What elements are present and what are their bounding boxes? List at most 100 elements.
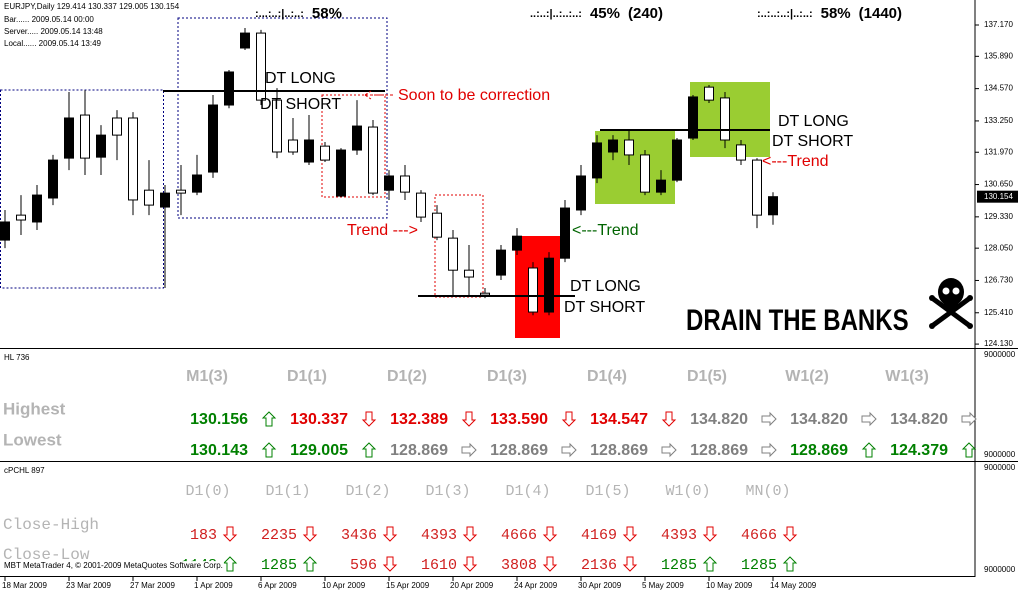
column-header: D1(0)	[185, 483, 230, 500]
gauge: :...:..:|..:..: 58%	[255, 5, 342, 22]
arrow-icon	[561, 411, 577, 427]
x-tick-label: 6 Apr 2009	[258, 581, 297, 590]
candle-body	[416, 192, 426, 218]
cell-value: 2235	[261, 527, 297, 544]
cell-value: 132.389	[390, 411, 448, 428]
footer: MBT MetaTrader 4, © 2001-2009 MetaQuotes…	[4, 561, 223, 570]
arrow-icon	[361, 411, 377, 427]
panel-scale: 9000000	[984, 350, 1016, 359]
candle-body	[432, 212, 442, 238]
x-tick-label: 30 Apr 2009	[578, 581, 622, 590]
candle-body	[304, 139, 314, 163]
candle-body	[528, 267, 538, 313]
arrow-icon	[462, 526, 478, 542]
dashed-box	[177, 17, 388, 219]
candle-body	[192, 174, 202, 193]
arrow-icon	[661, 442, 677, 458]
cell-value: 1610	[421, 557, 457, 574]
arrow-icon	[302, 526, 318, 542]
symbol-text: EURJPY,Daily	[4, 2, 55, 11]
column-header: W1(0)	[665, 483, 710, 500]
candle-body	[656, 179, 666, 193]
arrow-icon	[782, 526, 798, 542]
arrow-icon	[542, 526, 558, 542]
arrow-icon	[622, 556, 638, 572]
candle-body	[352, 125, 362, 151]
candle-body	[32, 194, 42, 223]
column-header: D1(3)	[425, 483, 470, 500]
x-tick-label: 5 May 2009	[642, 581, 684, 590]
candle-body	[512, 235, 522, 251]
cell-value: 4169	[581, 527, 617, 544]
zone	[595, 131, 675, 204]
cell-value: 134.820	[890, 411, 948, 428]
gauge: :..:..:..:|..:..: 58% (1440)	[757, 5, 902, 22]
current-price-box	[977, 190, 1018, 203]
skull	[929, 278, 973, 329]
annotation: Soon to be correction	[398, 87, 550, 104]
annotation: DT LONG	[778, 113, 849, 130]
panel-scale: 9000000	[984, 450, 1016, 459]
dashed-box	[0, 89, 164, 289]
column-header: D1(4)	[505, 483, 550, 500]
cell-value: 4666	[501, 527, 537, 544]
candle-body	[272, 99, 282, 153]
candle-body	[384, 175, 394, 191]
candle-body	[544, 257, 554, 313]
candle-body	[144, 189, 154, 206]
cell-value: 134.820	[690, 411, 748, 428]
y-tick-label: 133.250	[984, 116, 1013, 125]
x-tick-label: 15 Apr 2009	[386, 581, 430, 590]
y-tick-label: 131.970	[984, 147, 1013, 156]
annotation: DT SHORT	[772, 133, 853, 150]
column-header: D1(5)	[585, 483, 630, 500]
gauge-period: (1440)	[859, 5, 902, 22]
candle-body	[592, 142, 602, 179]
dashed-box	[321, 94, 386, 198]
candle-body	[240, 32, 250, 49]
cell-value: 124.379	[890, 442, 948, 459]
column-header: D1(2)	[387, 368, 427, 385]
candle-body	[208, 104, 218, 173]
candle-body	[0, 221, 10, 241]
candle-body	[336, 149, 346, 197]
ohlc-value: 129.005	[119, 2, 148, 11]
row-label: Highest	[3, 399, 66, 418]
footer-bg	[3, 561, 224, 571]
arrow-icon	[542, 556, 558, 572]
x-tick-label: 23 Mar 2009	[66, 581, 111, 590]
gauge-percent: 58%	[312, 5, 342, 22]
gauge-percent: 45%	[590, 5, 620, 22]
column-header: D1(2)	[345, 483, 390, 500]
candle-body	[96, 134, 106, 158]
candle-body	[736, 144, 746, 161]
cell-value: 129.005	[290, 442, 348, 459]
arrow-icon	[461, 442, 477, 458]
gauge-dots: :..:..:..:|..:..:	[757, 8, 813, 20]
x-tick-label: 27 Mar 2009	[130, 581, 175, 590]
candle-body	[640, 154, 650, 193]
arrow-icon	[961, 411, 977, 427]
cell-value: 3436	[341, 527, 377, 544]
candle-body	[608, 139, 618, 153]
candle-body	[176, 189, 186, 194]
x-tick-label: 14 May 2009	[770, 581, 817, 590]
candle-body	[400, 175, 410, 193]
row-label: Lowest	[3, 430, 62, 449]
arrow-icon	[382, 526, 398, 542]
y-tick-label: 129.330	[984, 212, 1013, 221]
candle-body	[48, 159, 58, 199]
candle-body	[128, 117, 138, 201]
gauge-dots: :...:..:|..:..:	[255, 8, 304, 20]
y-tick-label: 126.730	[984, 276, 1013, 285]
y-tick-label: 130.650	[984, 180, 1013, 189]
candle-body	[224, 71, 234, 106]
cell-value: 2136	[581, 557, 617, 574]
arrow-icon	[861, 411, 877, 427]
candle-body	[288, 139, 298, 153]
gauge-period: (240)	[628, 5, 663, 22]
annotation: Trend --->	[347, 222, 418, 239]
ohlc: 129.414 130.337 129.005 130.154	[57, 2, 180, 11]
candle-body	[368, 126, 378, 194]
